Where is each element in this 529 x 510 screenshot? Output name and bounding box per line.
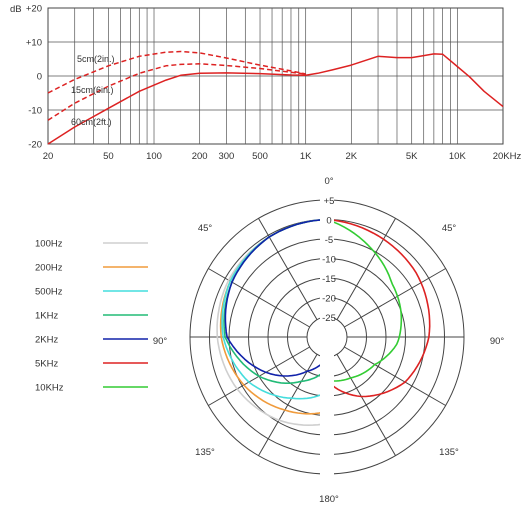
legend-label: 200Hz: [35, 263, 63, 274]
fr-y-tick-label: -10: [28, 106, 42, 117]
fr-y-tick-label: 0: [37, 72, 42, 83]
polar-r-tick-label: -25: [322, 313, 336, 324]
frequency-response-chart: dB +20 +10 0 -10 -20 20 50 100 200 300 500 1K 2K 5K 1…: [10, 4, 522, 163]
polar-r-tick-label: +5: [324, 196, 335, 207]
fr-series-line: [47, 50, 306, 94]
polar-angle-90-right: 90°: [490, 336, 505, 347]
polar-series: [216, 218, 431, 427]
polar-r-tick-label: -5: [325, 235, 333, 246]
polar-angle-45-left: 45°: [198, 223, 213, 234]
legend-label: 500Hz: [35, 287, 63, 298]
polar-grid-spoke: [344, 346, 446, 406]
polar-grid-spoke: [208, 268, 310, 328]
fr-x-tick-label: 100: [146, 151, 162, 162]
polar-pattern-chart: +5 0 -5 -10 -15 -20 -25 0° 45° 45° 90° 90° 135…: [153, 176, 505, 505]
polar-r-tick-label: 0: [326, 216, 331, 227]
fr-x-tick-label: 10K: [449, 151, 467, 162]
fr-y-tick-label: +10: [26, 38, 42, 49]
polar-r-tick-label: -15: [322, 274, 336, 285]
polar-grid-spoke: [258, 354, 318, 456]
fr-series: [47, 50, 504, 145]
fr-x-tick-labels: 20 50 100 200 300 500 1K 2K 5K 10K 20KHz: [43, 151, 522, 162]
polar-r-tick-label: -10: [322, 255, 336, 266]
fr-x-tick-label: 500: [252, 151, 268, 162]
polar-r-tick-labels: +5 0 -5 -10 -15 -20 -25: [322, 196, 336, 324]
fr-x-tick-label: 20: [43, 151, 54, 162]
legend-label: 5KHz: [35, 359, 58, 370]
fr-y-tick-label: +20: [26, 4, 42, 15]
fr-grid: [47, 7, 504, 145]
fr-y-tick-label: -20: [28, 140, 42, 151]
fr-x-tick-label: 5K: [406, 151, 418, 162]
legend-label: 1KHz: [35, 311, 58, 322]
legend-label: 2KHz: [35, 335, 58, 346]
legend-label: 10KHz: [35, 383, 64, 394]
fr-x-tick-label: 20KHz: [493, 151, 522, 162]
polar-angle-45-right: 45°: [442, 223, 457, 234]
fr-x-tick-label: 200: [192, 151, 208, 162]
polar-series-line: [326, 218, 431, 398]
polar-series-line: [224, 218, 328, 377]
polar-series-line: [219, 218, 328, 415]
polar-r-tick-label: -20: [322, 294, 336, 305]
polar-angle-90-left: 90°: [153, 336, 168, 347]
fr-series-label-60cm: 60cm(2ft.): [71, 117, 112, 127]
polar-grid-spoke: [344, 268, 446, 328]
legend: 100Hz 200Hz 500Hz 1KHz 2KHz 5KHz 10KHz: [35, 239, 148, 394]
fr-ylabel: dB: [10, 4, 22, 15]
fr-x-tick-label: 300: [218, 151, 234, 162]
polar-grid-spoke: [258, 218, 318, 320]
polar-series-line: [223, 218, 328, 385]
legend-label: 100Hz: [35, 239, 63, 250]
fr-x-tick-label: 2K: [346, 151, 358, 162]
polar-angle-135-left: 135°: [195, 447, 215, 458]
polar-angle-0: 0°: [324, 176, 333, 187]
polar-grid-spoke: [336, 218, 396, 320]
fr-series-line: [47, 63, 306, 121]
polar-center-gap: [320, 190, 334, 480]
fr-x-tick-label: 50: [103, 151, 114, 162]
fr-series-line: [47, 53, 504, 145]
polar-grid-spoke: [336, 354, 396, 456]
polar-angle-180: 180°: [319, 494, 339, 505]
polar-angle-135-right: 135°: [439, 447, 459, 458]
polar-series-line: [326, 218, 403, 382]
fr-x-tick-label: 1K: [300, 151, 312, 162]
fr-series-label-15cm: 15cm(6in.): [71, 85, 114, 95]
fr-series-label-5cm: 5cm(2in.): [77, 54, 115, 64]
fr-y-tick-labels: +20 +10 0 -10 -20: [26, 4, 42, 151]
